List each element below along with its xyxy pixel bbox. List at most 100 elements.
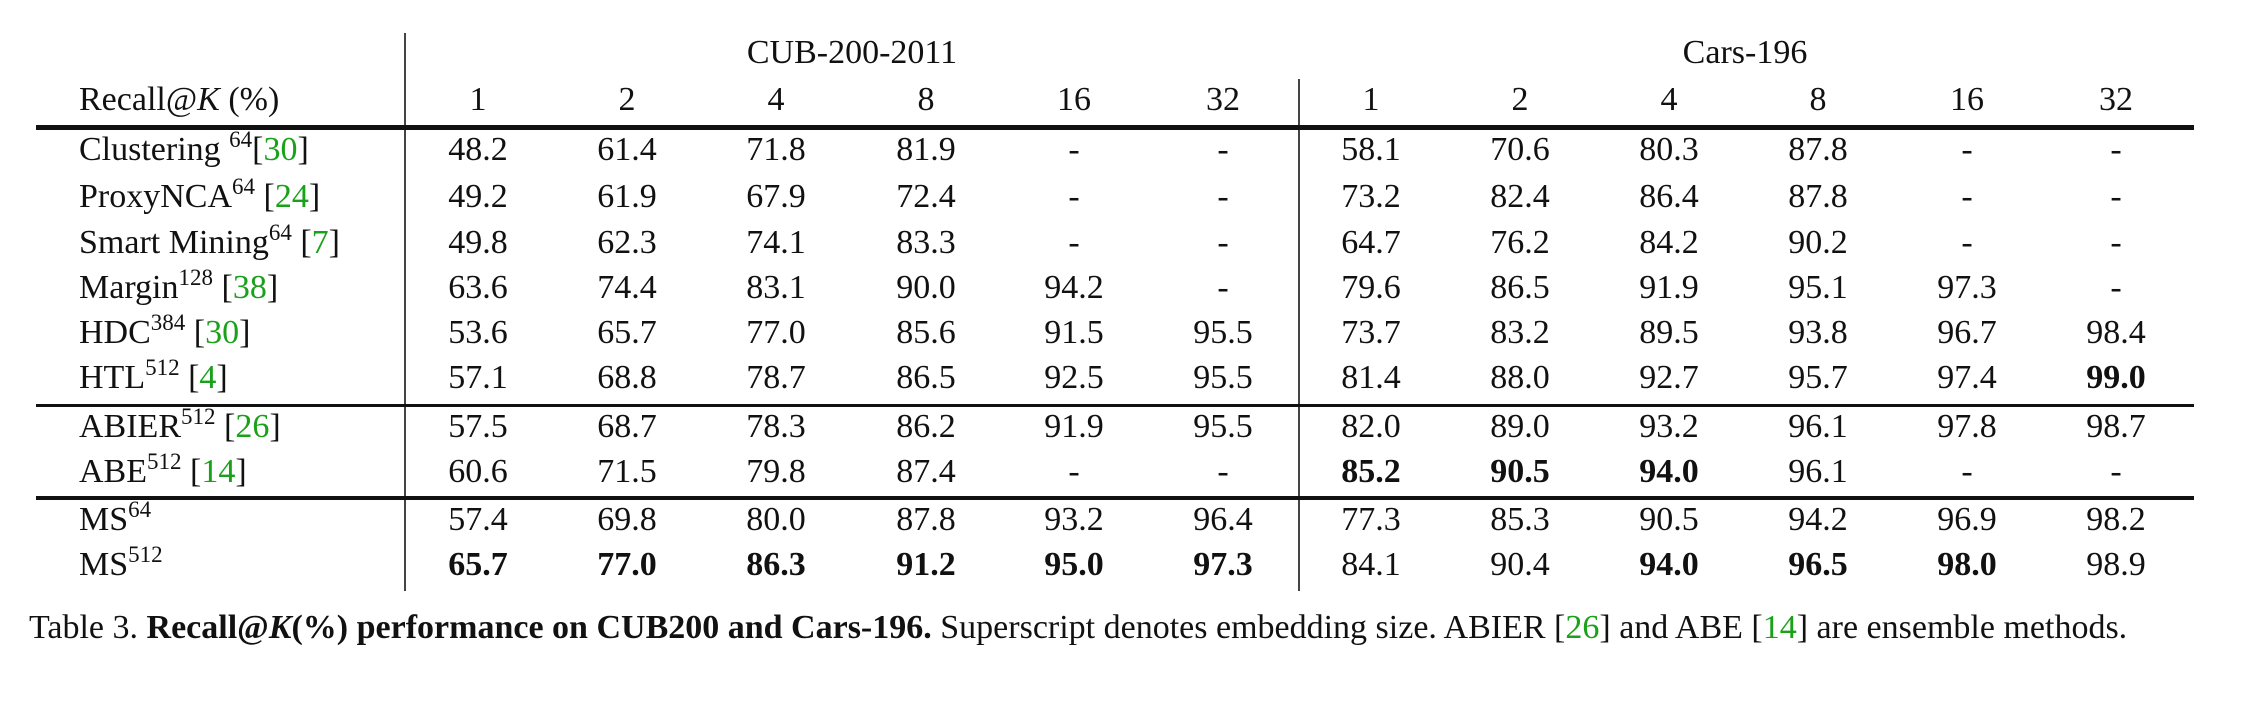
table-cell: 96.5 [1788,546,1848,583]
table-cell: 61.9 [597,178,657,215]
table-cell: 87.8 [896,501,956,538]
table-cell: 90.5 [1639,501,1699,538]
table-cell: - [1961,224,1973,261]
method-label: Smart Mining [79,224,269,261]
table-cell: 96.1 [1788,408,1848,445]
method-label: HDC [79,314,151,351]
table-cell: 95.0 [1044,546,1104,583]
table-cell: 97.8 [1937,408,1997,445]
spacer [180,359,189,396]
table-cell: 86.5 [1490,269,1550,306]
table-cell: 83.2 [1490,314,1550,351]
table-cell: 95.5 [1193,314,1253,351]
caption-text: ] and ABE [ [1599,609,1763,646]
table-cell: 92.5 [1044,359,1104,396]
k-header: 16 [1057,81,1091,118]
table-cell: 94.2 [1044,269,1104,306]
citation-link[interactable]: 30 [205,314,240,351]
table-cell: 89.5 [1639,314,1699,351]
table-cell: - [2110,178,2122,215]
citation-link[interactable]: 26 [235,408,270,445]
table-cell: 57.4 [448,501,508,538]
table-cell: 57.5 [448,408,508,445]
table-cell: 83.3 [896,224,956,261]
table-cell: 86.3 [746,546,806,583]
table-cell: 91.9 [1044,408,1104,445]
table-cell: 68.8 [597,359,657,396]
table-cell: 90.4 [1490,546,1550,583]
table-cell: 76.2 [1490,224,1550,261]
citation-link[interactable]: 30 [263,131,298,168]
k-header: 2 [618,81,636,118]
embedding-size: 64 [229,127,253,152]
citation-link[interactable]: 24 [274,178,309,215]
table-cell: 82.4 [1490,178,1550,215]
embedding-size: 512 [181,404,216,429]
table-cell: - [1217,269,1229,306]
table-cell: 82.0 [1341,408,1401,445]
k-header: 8 [1809,81,1827,118]
k-header: 1 [1362,81,1380,118]
table-cell: 96.7 [1937,314,1997,351]
method-label: ABIER [79,408,181,445]
table-cell: - [1217,131,1229,168]
table-cell: - [1217,224,1229,261]
citation-link[interactable]: 7 [311,224,329,261]
caption-text: ] are ensemble methods. [1796,609,2128,646]
citation-link[interactable]: 26 [1565,609,1600,646]
metric-unit: (%) [219,81,280,118]
citation-link[interactable]: 14 [201,453,236,490]
table-cell: 65.7 [597,314,657,351]
table-cell: 79.6 [1341,269,1401,306]
embedding-size: 384 [150,310,186,335]
citation-link[interactable]: 4 [199,359,217,396]
table-cell: 91.2 [896,546,956,583]
table-cell: 90.5 [1490,453,1550,490]
table-cell: 78.3 [746,408,806,445]
column-divider [404,33,406,591]
citation-link[interactable]: 38 [232,269,267,306]
caption-title-part: Recall@ [146,609,269,646]
method-label: ProxyNCA [79,178,233,215]
table-cell: 77.3 [1341,501,1401,538]
table-cell: 97.3 [1193,546,1253,583]
spacer [216,408,225,445]
method-name: Clustering 64[30] [79,127,309,168]
table-cell: 97.4 [1937,359,1997,396]
table-cell: 71.8 [746,131,806,168]
table-cell: 74.4 [597,269,657,306]
table-cell: 69.8 [597,501,657,538]
table-cell: 90.0 [896,269,956,306]
table-cell: 98.7 [2086,408,2146,445]
method-label: Margin [79,269,179,306]
table-cell: 85.3 [1490,501,1550,538]
table-cell: 99.0 [2086,359,2146,396]
embedding-size: 512 [128,542,163,567]
caption-label: Table 3. [29,609,147,646]
table-cell: 73.7 [1341,314,1401,351]
row-rule [36,404,2194,407]
table-cell: 77.0 [746,314,806,351]
k-header: 1 [469,81,487,118]
table-cell: 86.4 [1639,178,1699,215]
table-cell: 86.5 [896,359,956,396]
table-cell: 63.6 [448,269,508,306]
table-cell: 98.9 [2086,546,2146,583]
table-cell: 77.0 [597,546,657,583]
citation-link[interactable]: 14 [1762,609,1797,646]
spacer [213,269,222,306]
table-cell: 91.5 [1044,314,1104,351]
table-cell: - [2110,224,2122,261]
table-cell: 96.4 [1193,501,1253,538]
table-cell: 61.4 [597,131,657,168]
k-header: 4 [767,81,785,118]
table-cell: 78.7 [746,359,806,396]
metric-label: Recall@ [79,81,198,118]
table-cell: 57.1 [448,359,508,396]
table-cell: 48.2 [448,131,508,168]
embedding-size: 64 [268,220,292,245]
table-caption: Table 3. Recall@K(%) performance on CUB2… [29,603,2214,653]
table-cell: 89.0 [1490,408,1550,445]
table-cell: - [1217,178,1229,215]
table-cell: 87.8 [1788,131,1848,168]
